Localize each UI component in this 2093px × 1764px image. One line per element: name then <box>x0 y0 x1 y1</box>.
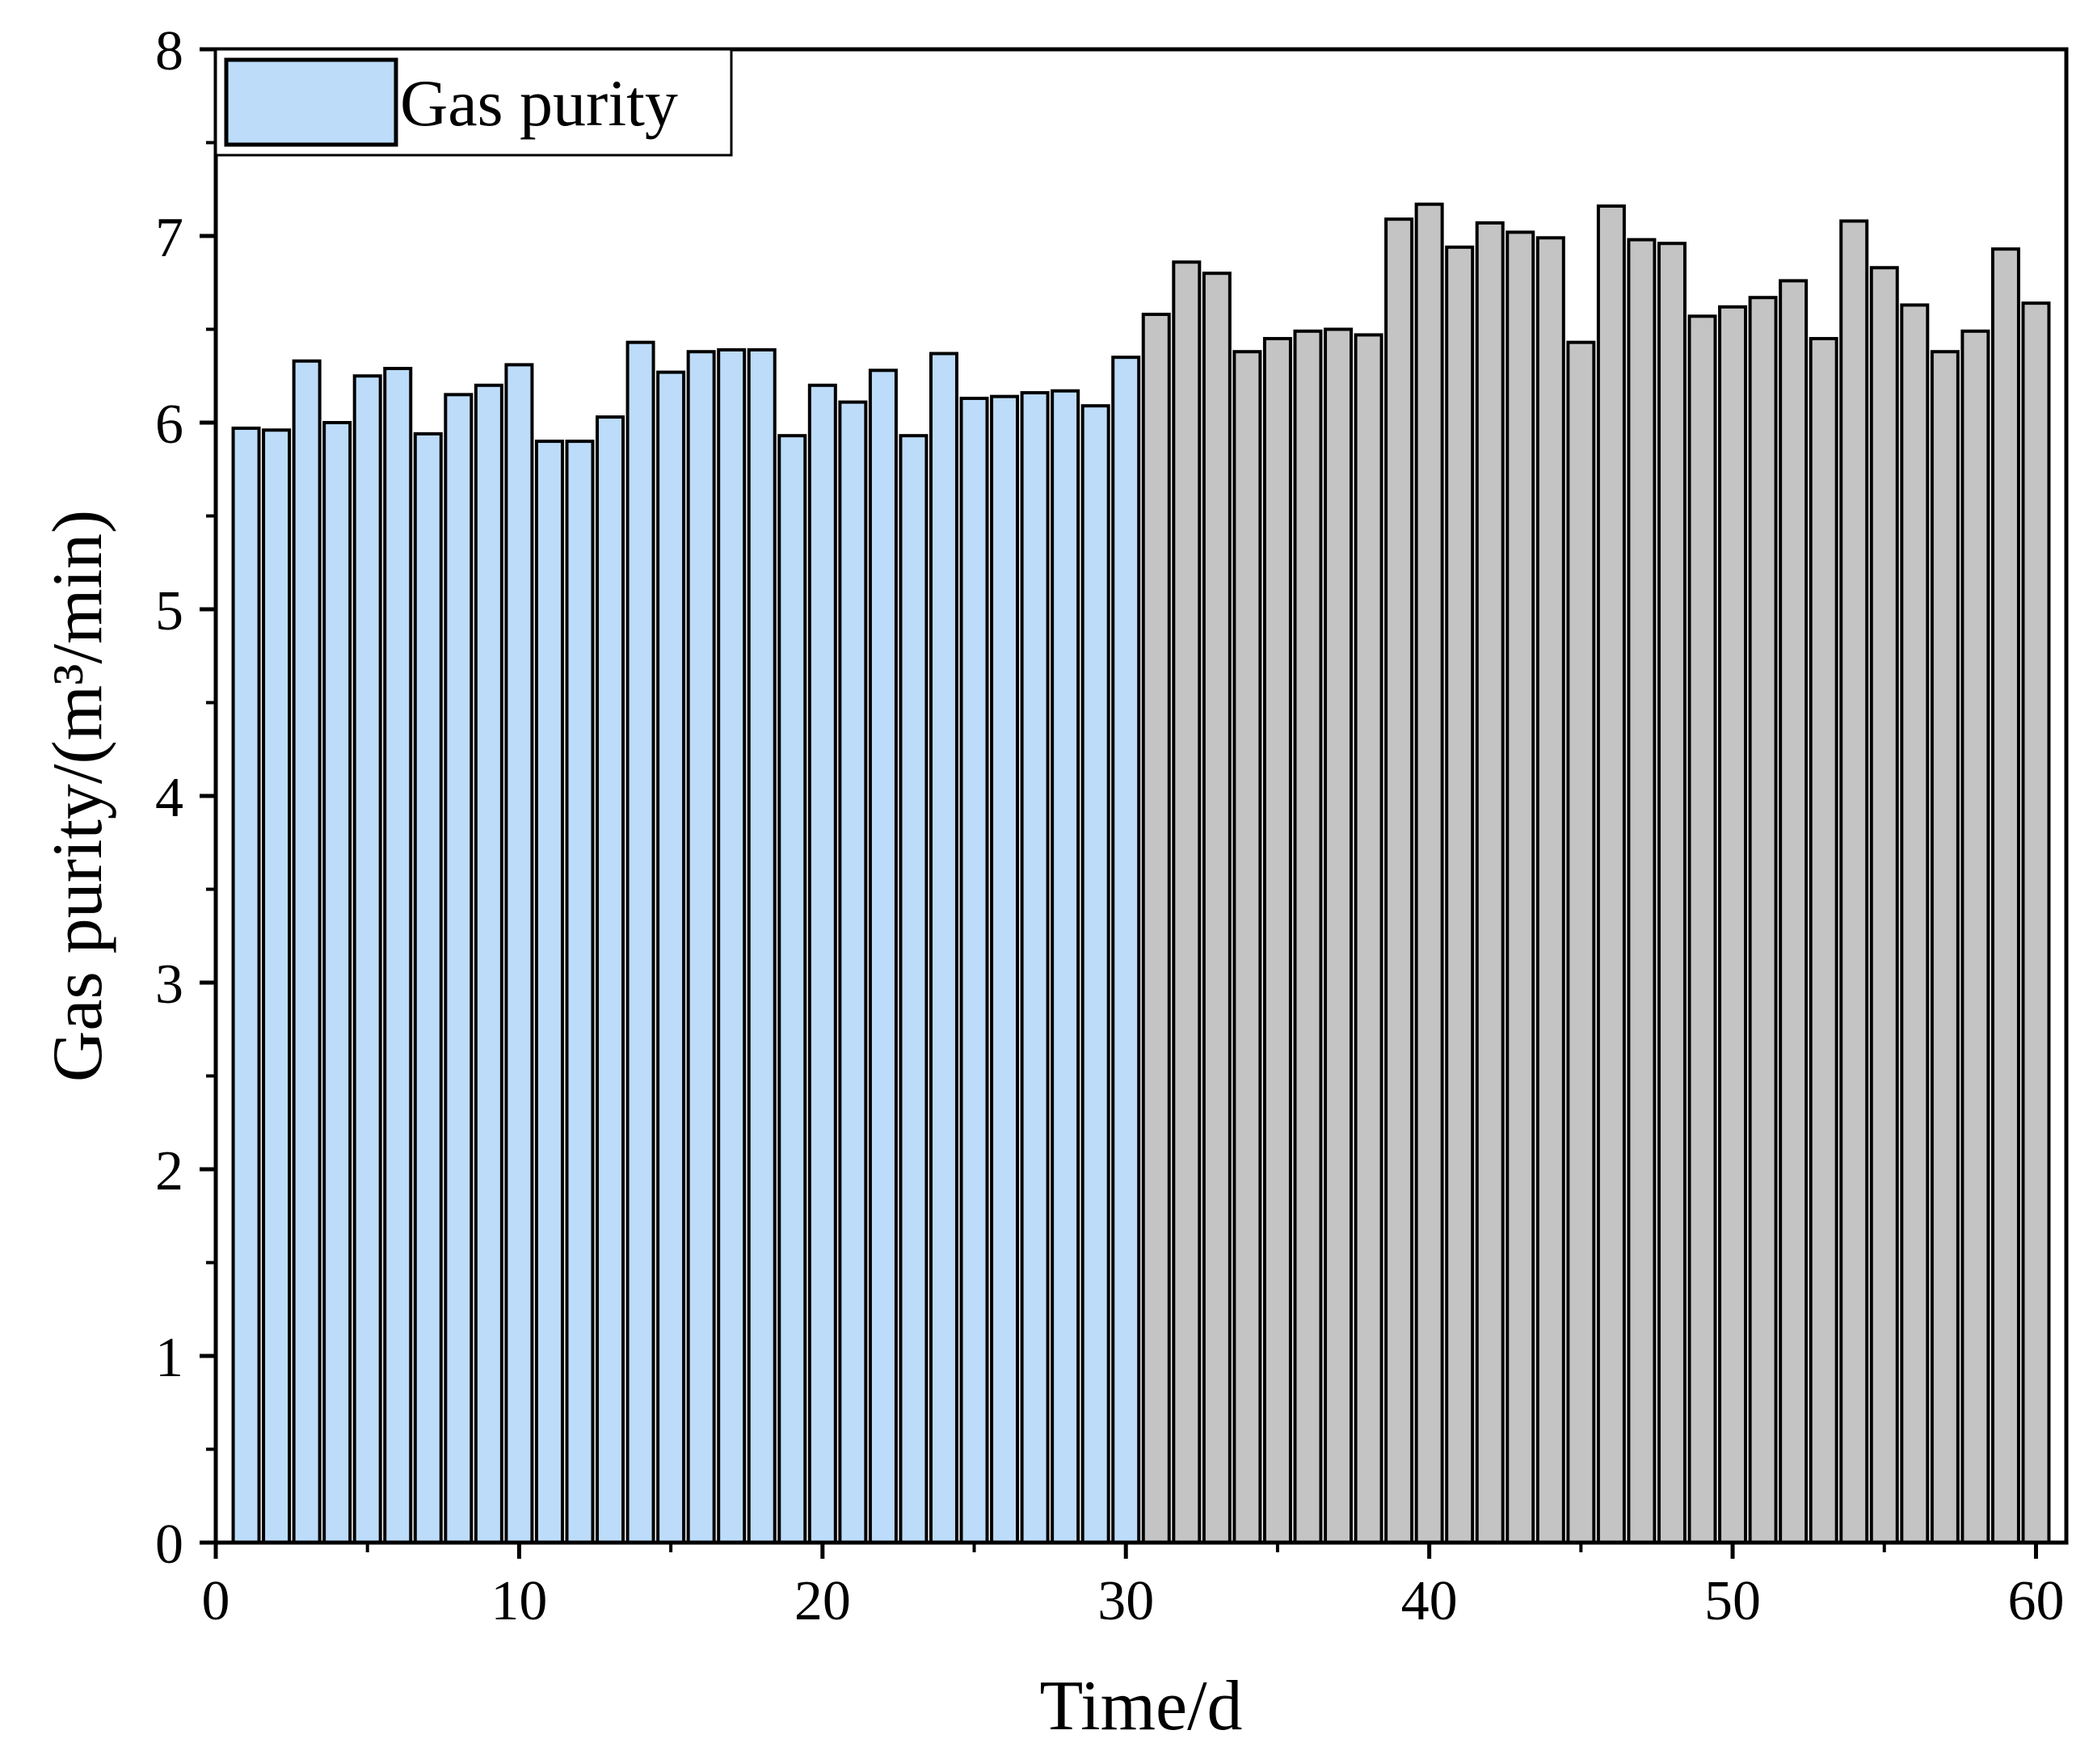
bar-day-35 <box>1262 337 1292 1544</box>
bar-day-32 <box>1172 260 1202 1545</box>
bar-day-26 <box>990 394 1020 1544</box>
axes-group: 0 1 2 3 4 5 6 7 8 0 10 20 30 40 50 60 <box>155 20 2069 1632</box>
bar-day-46 <box>1596 204 1626 1544</box>
bar-day-21 <box>838 400 868 1545</box>
bar-day-5 <box>352 374 382 1544</box>
bar-day-13 <box>596 415 625 1545</box>
bar-day-47 <box>1627 238 1657 1544</box>
bar-day-3 <box>292 359 322 1544</box>
bar-day-38 <box>1354 333 1383 1544</box>
legend: Gas purity <box>214 48 733 157</box>
bar-day-11 <box>534 440 564 1544</box>
y-tick-label: 7 <box>155 207 183 269</box>
bar-day-23 <box>899 434 929 1544</box>
legend-label: Gas purity <box>400 66 678 140</box>
y-tick-label: 5 <box>155 580 183 642</box>
bar-day-56 <box>1900 303 1930 1545</box>
bar-day-33 <box>1202 272 1232 1545</box>
y-tick-label: 6 <box>155 394 183 456</box>
bar-day-53 <box>1809 337 1838 1544</box>
x-tick-label: 10 <box>491 1570 547 1632</box>
bar-day-43 <box>1506 230 1535 1544</box>
bar-day-28 <box>1051 389 1080 1545</box>
bar-day-16 <box>686 350 716 1545</box>
bar-day-7 <box>413 432 443 1544</box>
bar-day-22 <box>868 368 898 1545</box>
y-tick-label: 0 <box>155 1514 183 1576</box>
legend-swatch <box>224 57 398 147</box>
bar-day-19 <box>777 434 807 1544</box>
y-axis-label: Gas purity/(m³/min) <box>39 510 117 1082</box>
bar-day-2 <box>262 428 292 1544</box>
bar-day-48 <box>1657 242 1687 1544</box>
bar-day-41 <box>1445 245 1475 1544</box>
bar-day-17 <box>717 347 747 1544</box>
x-tick-label: 40 <box>1401 1570 1458 1632</box>
x-tick-label: 0 <box>202 1570 230 1632</box>
bar-day-29 <box>1080 404 1110 1545</box>
bar-day-50 <box>1718 305 1748 1544</box>
bar-day-27 <box>1020 391 1050 1544</box>
bar-day-10 <box>504 363 534 1544</box>
y-tick-label: 2 <box>155 1140 183 1202</box>
bar-day-14 <box>625 340 655 1544</box>
bar-day-60 <box>2021 301 2051 1544</box>
bar-day-24 <box>929 352 958 1544</box>
bar-day-25 <box>959 396 989 1545</box>
bar-day-30 <box>1111 356 1141 1544</box>
y-tick-label: 1 <box>155 1327 183 1389</box>
bar-day-36 <box>1293 329 1323 1544</box>
bars-group <box>231 202 2051 1545</box>
bar-day-51 <box>1748 296 1778 1545</box>
x-tick-label: 20 <box>794 1570 851 1632</box>
bar-day-44 <box>1535 236 1565 1544</box>
bar-day-49 <box>1687 314 1717 1545</box>
bar-day-20 <box>807 383 837 1544</box>
bar-day-55 <box>1869 266 1899 1544</box>
bar-day-9 <box>474 383 503 1544</box>
bar-day-40 <box>1414 202 1444 1545</box>
bar-day-1 <box>231 426 261 1544</box>
bar-day-6 <box>383 367 413 1544</box>
bar-day-57 <box>1930 350 1960 1545</box>
bar-day-34 <box>1232 350 1262 1545</box>
bar-day-4 <box>322 421 352 1544</box>
bar-day-15 <box>656 370 686 1544</box>
bar-day-18 <box>747 347 777 1544</box>
bar-day-45 <box>1566 340 1596 1544</box>
bar-day-31 <box>1141 313 1171 1544</box>
bar-day-58 <box>1960 329 1990 1544</box>
y-tick-label: 3 <box>155 954 183 1016</box>
x-axis-label: Time/d <box>1039 1667 1242 1745</box>
x-tick-label: 30 <box>1097 1570 1154 1632</box>
bar-day-37 <box>1324 327 1354 1544</box>
bar-day-52 <box>1779 279 1809 1545</box>
bar-day-39 <box>1384 217 1414 1545</box>
bar-day-42 <box>1475 221 1505 1545</box>
bar-day-12 <box>565 440 595 1544</box>
bar-day-8 <box>444 393 474 1545</box>
x-tick-label: 60 <box>2007 1570 2064 1632</box>
y-tick-label: 8 <box>155 20 183 82</box>
bar-day-54 <box>1839 219 1869 1544</box>
x-tick-label: 50 <box>1704 1570 1761 1632</box>
y-tick-label: 4 <box>155 767 183 829</box>
bar-day-59 <box>1990 247 2020 1544</box>
